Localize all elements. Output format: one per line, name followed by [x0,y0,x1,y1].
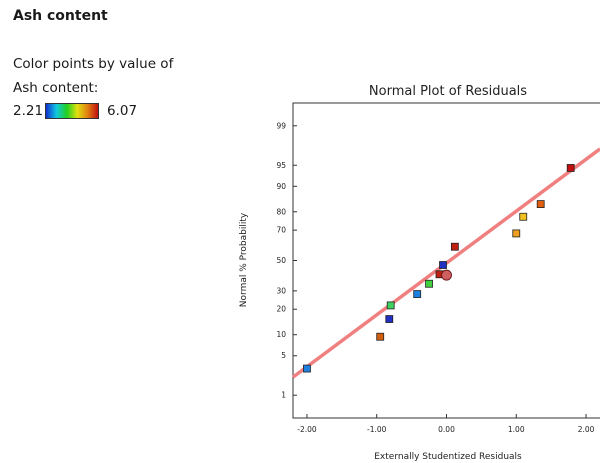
x-tick-label: 0.00 [438,425,455,434]
panel-title: Ash content [13,8,108,24]
y-tick-label: 70 [276,226,286,235]
x-tick-label: 1.00 [508,425,525,434]
y-tick-label: 90 [276,182,286,191]
color-scale-bar [45,103,99,119]
data-point [450,242,459,251]
color-scale-min: 2.21 [13,103,44,119]
plot-marks [291,147,600,379]
data-point [512,229,521,238]
y-axis-title: Normal % Probability [239,212,249,307]
x-tick-label: -2.00 [297,425,317,434]
data-point [439,261,447,269]
data-point [303,364,311,373]
color-scale-max: 6.07 [107,103,138,119]
y-tick-label: 99 [276,121,286,130]
data-point [425,279,433,288]
color-variable-label: Ash content: [13,80,99,96]
data-point [566,164,575,172]
y-tick-label: 20 [276,305,286,314]
y-tick-label: 50 [276,256,286,265]
data-point [413,290,422,298]
data-point-highlight [441,269,452,281]
data-point [385,315,394,323]
y-tick-label: 95 [276,161,286,170]
data-point [519,212,528,221]
y-tick-label: 1 [281,391,286,400]
x-tick-label: -1.00 [367,425,387,434]
x-tick-label: 2.00 [578,425,595,434]
x-axis-title: Externally Studentized Residuals [374,452,522,462]
chart-title: Normal Plot of Residuals [369,84,527,99]
y-tick-label: 80 [276,207,286,216]
y-tick-label: 10 [276,330,286,339]
color-by-label: Color points by value of [13,56,174,72]
plot-frame [292,102,600,419]
y-tick-label: 30 [276,286,286,295]
plot-axes: -2.00 -1.00 0.00 1.00 2.00 1 5 10 20 30 50 70 80 90 95… [276,102,600,434]
data-point [536,200,545,208]
y-tick-label: 5 [281,351,286,360]
data-point [386,301,395,310]
data-point [376,332,385,341]
